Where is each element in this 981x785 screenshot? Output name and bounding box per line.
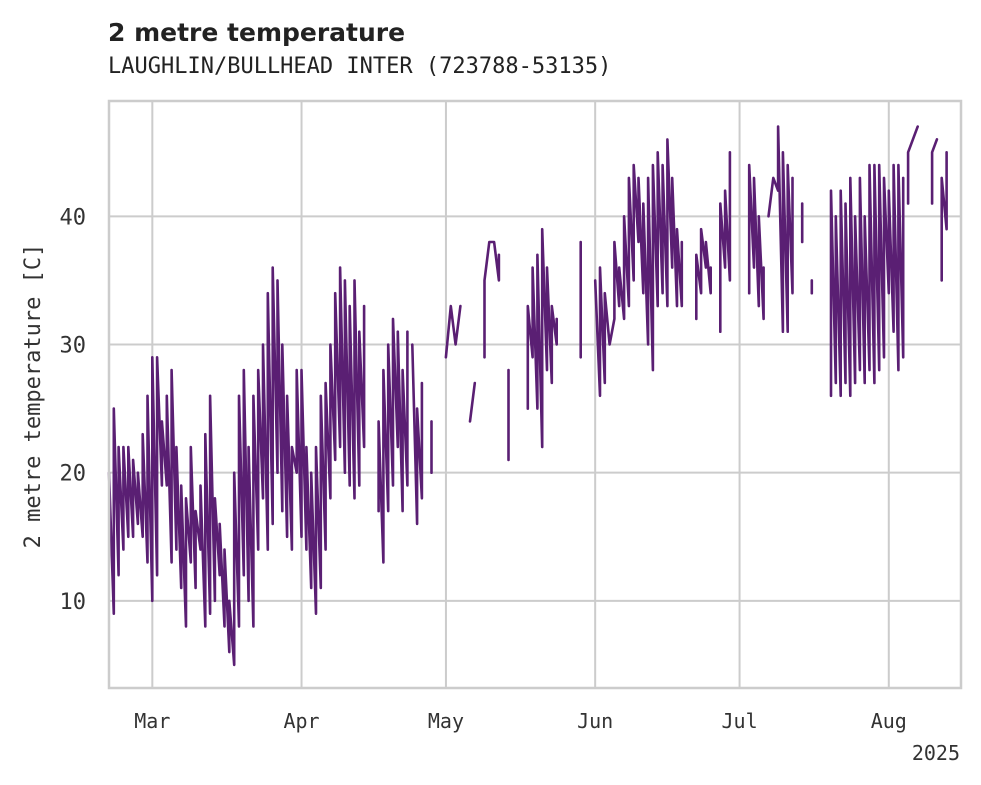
y-axis-label: 2 metre temperature [C]: [21, 244, 46, 549]
plot-frame: [107, 99, 963, 690]
series-line-segment: [411, 343, 424, 526]
series-line-segment: [483, 240, 501, 359]
x-tick-label: May: [428, 709, 464, 733]
x-axis-ticks: Mar Apr May Jun Jul Aug: [134, 709, 907, 733]
x-tick-label: Jul: [722, 709, 758, 733]
x-tick-label: Mar: [134, 709, 170, 733]
series-layer: [107, 125, 948, 667]
series-line-segment: [930, 138, 939, 205]
series-line-segment: [906, 125, 919, 205]
y-tick-label: 30: [60, 334, 87, 359]
chart-subtitle: LAUGHLIN/BULLHEAD INTER (723788-53135): [108, 54, 611, 79]
series-line-segment: [767, 125, 794, 333]
y-tick-label: 20: [60, 462, 87, 487]
series-line-segment: [468, 381, 477, 423]
series-line-segment: [695, 227, 712, 321]
year-label: 2025: [912, 741, 960, 765]
series-line-segment: [377, 317, 409, 564]
series-line-segment: [829, 163, 905, 398]
chart-title: 2 metre temperature: [108, 18, 405, 47]
series-line-segment: [747, 163, 765, 321]
y-tick-label: 40: [60, 205, 87, 230]
series-line-segment: [719, 151, 732, 333]
y-tick-label: 10: [60, 590, 87, 615]
y-axis-ticks: 10 20 30 40: [60, 205, 87, 614]
x-tick-label: Aug: [871, 709, 907, 733]
series-line-segment: [526, 227, 558, 449]
series-line-segment: [107, 266, 366, 667]
grid-lines: [109, 101, 961, 688]
x-tick-label: Apr: [283, 709, 319, 733]
series-line-segment: [593, 138, 684, 398]
series-line-segment: [444, 304, 462, 359]
x-tick-label: Jun: [577, 709, 613, 733]
series-line-segment: [940, 151, 948, 282]
